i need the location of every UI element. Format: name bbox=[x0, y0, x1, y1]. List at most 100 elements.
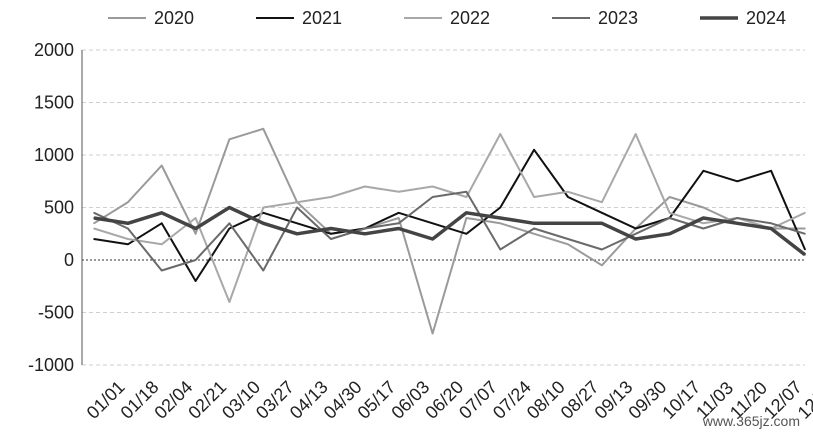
series-point-2023 bbox=[668, 217, 671, 219]
series-point-2021 bbox=[194, 280, 197, 282]
series-point-2024 bbox=[262, 222, 265, 225]
series-point-2021 bbox=[634, 227, 637, 230]
series-point-2024 bbox=[228, 206, 231, 209]
x-tick-label: 05/17 bbox=[354, 377, 400, 423]
series-point-2021 bbox=[533, 148, 535, 151]
legend-label-2024: 2024 bbox=[746, 8, 786, 28]
series-point-2024 bbox=[330, 227, 332, 230]
series-point-2024 bbox=[804, 253, 806, 256]
series-point-2024 bbox=[499, 217, 502, 219]
series-point-2021 bbox=[499, 206, 502, 209]
series-point-2024 bbox=[601, 222, 603, 225]
series-point-2022 bbox=[160, 243, 163, 246]
x-tick-label: 02/04 bbox=[150, 377, 196, 423]
series-point-2022 bbox=[634, 133, 637, 135]
series-point-2022 bbox=[567, 190, 569, 193]
x-tick-label: 10/17 bbox=[658, 377, 704, 423]
series-point-2023 bbox=[296, 206, 298, 209]
series-point-2022 bbox=[804, 211, 806, 214]
series-point-2020 bbox=[499, 222, 502, 225]
series-point-2022 bbox=[228, 301, 231, 303]
x-tick-label: 07/07 bbox=[455, 377, 501, 423]
series-point-2023 bbox=[93, 211, 95, 214]
series-point-2022 bbox=[330, 196, 332, 198]
series-line-2022 bbox=[93, 133, 806, 303]
series-point-2023 bbox=[567, 238, 569, 240]
series-point-2020 bbox=[567, 243, 569, 246]
series-point-2023 bbox=[330, 238, 332, 240]
x-tick-label: 09/13 bbox=[591, 377, 637, 423]
x-tick-label: 07/24 bbox=[489, 377, 535, 423]
series-point-2021 bbox=[397, 211, 400, 214]
series-point-2023 bbox=[770, 222, 772, 225]
series-point-2023 bbox=[465, 190, 468, 193]
series-lines bbox=[93, 127, 807, 335]
series-point-2020 bbox=[804, 227, 806, 230]
series-point-2024 bbox=[702, 217, 705, 219]
y-tick-label: -1000 bbox=[28, 355, 74, 375]
x-tick-label: 04/13 bbox=[286, 377, 332, 423]
series-point-2023 bbox=[127, 227, 129, 230]
series-point-2020 bbox=[668, 196, 671, 198]
series-point-2023 bbox=[160, 269, 163, 272]
series-line-2021 bbox=[93, 148, 806, 282]
series-point-2023 bbox=[499, 248, 502, 251]
series-point-2021 bbox=[330, 232, 332, 235]
legend-label-2022: 2022 bbox=[450, 8, 490, 28]
x-tick-label: 03/10 bbox=[218, 377, 264, 423]
series-point-2021 bbox=[702, 169, 705, 172]
series-point-2020 bbox=[194, 232, 197, 235]
legend-label-2020: 2020 bbox=[154, 8, 194, 28]
x-tick-label: 01/18 bbox=[117, 377, 163, 423]
series-point-2022 bbox=[296, 201, 298, 204]
series-point-2024 bbox=[364, 232, 366, 235]
series-point-2022 bbox=[127, 238, 129, 240]
series-point-2022 bbox=[397, 190, 400, 193]
series-line-2023 bbox=[93, 190, 806, 272]
series-point-2020 bbox=[601, 264, 603, 267]
series-point-2023 bbox=[194, 259, 197, 261]
series-point-2020 bbox=[431, 332, 434, 335]
series-point-2021 bbox=[296, 222, 298, 225]
series-point-2021 bbox=[93, 238, 95, 240]
series-point-2022 bbox=[465, 196, 468, 198]
series-line-2024 bbox=[93, 205, 807, 257]
series-point-2024 bbox=[634, 238, 637, 240]
series-point-2024 bbox=[668, 232, 671, 235]
series-point-2021 bbox=[127, 243, 129, 246]
y-tick-label: 2000 bbox=[34, 40, 74, 60]
series-point-2022 bbox=[702, 222, 705, 225]
series-point-2021 bbox=[431, 222, 434, 225]
series-point-2023 bbox=[702, 227, 705, 230]
series-point-2023 bbox=[736, 217, 739, 219]
y-tick-label: 1500 bbox=[34, 93, 74, 113]
x-tick-label: 01/01 bbox=[83, 377, 129, 423]
legend-label-2023: 2023 bbox=[598, 8, 638, 28]
series-point-2020 bbox=[397, 217, 400, 219]
series-point-2024 bbox=[533, 222, 535, 225]
series-point-2024 bbox=[397, 227, 400, 230]
y-tick-label: -500 bbox=[38, 303, 74, 323]
x-tick-label: 02/21 bbox=[184, 377, 230, 423]
series-point-2024 bbox=[194, 227, 197, 230]
series-point-2021 bbox=[601, 211, 603, 214]
series-point-2021 bbox=[736, 180, 739, 183]
series-line-2020 bbox=[93, 127, 805, 335]
series-point-2022 bbox=[431, 185, 434, 188]
series-point-2022 bbox=[262, 206, 265, 209]
series-point-2024 bbox=[465, 211, 468, 214]
series-point-2021 bbox=[228, 227, 231, 230]
series-point-2024 bbox=[770, 227, 772, 230]
y-tick-label: 0 bbox=[64, 250, 74, 270]
series-point-2021 bbox=[262, 211, 265, 214]
series-point-2023 bbox=[634, 232, 637, 235]
y-tick-labels: 2000 1500 1000 500 0 -500 -1000 bbox=[28, 40, 74, 375]
series-point-2023 bbox=[804, 232, 806, 235]
x-tick-label: 08/27 bbox=[557, 377, 603, 423]
series-point-2021 bbox=[770, 169, 772, 172]
x-tick-label: 06/03 bbox=[387, 377, 433, 423]
series-point-2020 bbox=[533, 232, 535, 235]
x-tick-label: 06/20 bbox=[421, 377, 467, 423]
